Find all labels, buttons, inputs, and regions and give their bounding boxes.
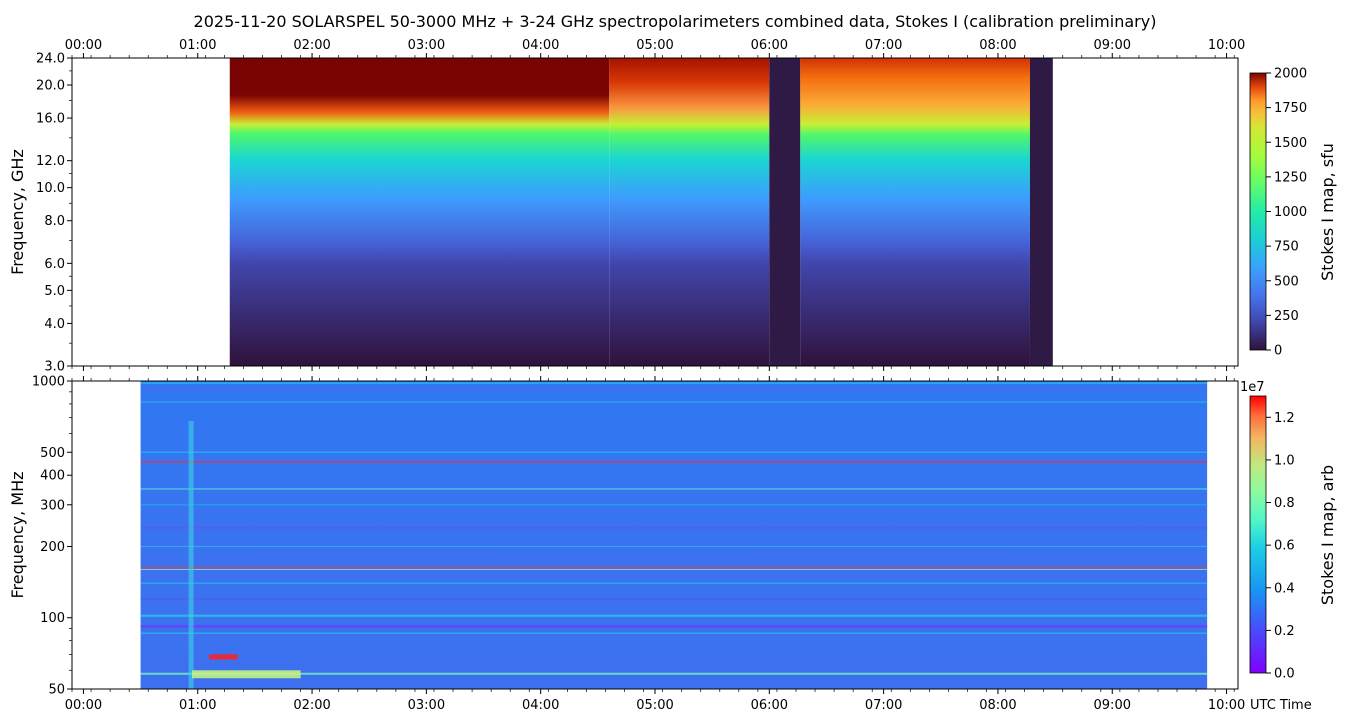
utc-time-label: UTC Time (1250, 698, 1312, 713)
spectral-band (140, 569, 1208, 570)
upper-data-segment-early (229, 58, 610, 366)
spectral-band (140, 461, 1208, 463)
lower-colorbar (1249, 395, 1267, 674)
spectral-band (140, 387, 1208, 389)
colorbar-tick-label: 750 (1274, 240, 1299, 255)
y-tick-label: 1000 (32, 375, 65, 390)
colorbar-tick-label: 1.2 (1274, 411, 1295, 426)
x-tick-label-top: 00:00 (65, 38, 102, 53)
burst-column (188, 421, 194, 689)
lower-heatmap (72, 381, 1238, 689)
colorbar-tick-label: 500 (1274, 274, 1299, 289)
upper-data-segment-late (800, 58, 1030, 366)
spectral-band (140, 488, 1208, 490)
lower-colorbar-ticks: 0.0 0.2 0.4 0.6 0.8 1.0 1.2 (1266, 411, 1295, 682)
upper-heatmap (72, 58, 1238, 366)
spectral-band (140, 632, 1208, 634)
spectral-band (140, 672, 1208, 675)
colorbar-tick-label: 0.2 (1274, 624, 1295, 639)
spectral-band (140, 504, 1208, 506)
y-tick-label: 3.0 (44, 360, 65, 375)
colorbar-tick-label: 0 (1274, 344, 1282, 359)
y-tick-label: 20.0 (36, 79, 65, 94)
y-tick-label: 5.0 (44, 284, 65, 299)
lower-colorbar-label: Stokes I map, arb (1318, 465, 1337, 605)
x-tick-label: 05:00 (636, 698, 673, 713)
upper-data-gap-2 (1029, 58, 1053, 366)
y-tick-label: 8.0 (44, 214, 65, 229)
spectral-band (140, 401, 1208, 403)
x-tick-label: 01:00 (179, 698, 216, 713)
colorbar-tick-label: 1750 (1274, 101, 1307, 116)
x-tick-label: 00:00 (65, 698, 102, 713)
lower-axes: 00:00 01:00 02:00 03:00 04:00 05:00 06:00 07:00… (32, 375, 1245, 714)
x-tick-label-top: 10:00 (1208, 38, 1245, 53)
x-tick-label-top: 08:00 (979, 38, 1016, 53)
upper-colorbar-label: Stokes I map, sfu (1318, 143, 1337, 281)
lower-spectral-bands (140, 382, 1208, 689)
spectral-band (140, 625, 1208, 628)
y-tick-label: 100 (40, 611, 65, 626)
colorbar-tick-label: 0.8 (1274, 496, 1295, 511)
y-tick-label: 16.0 (36, 112, 65, 127)
upper-data-gap-1 (769, 58, 801, 366)
x-tick-label: 08:00 (979, 698, 1016, 713)
x-tick-label: 07:00 (865, 698, 902, 713)
x-tick-label-top: 03:00 (408, 38, 445, 53)
colorbar-tick-label: 2000 (1274, 67, 1307, 82)
upper-data-segment-mid (609, 58, 770, 366)
upper-colorbar-ticks: 0 250 500 750 1000 1250 1500 1750 2000 (1266, 67, 1307, 359)
x-tick-label: 10:00 (1208, 698, 1245, 713)
y-tick-label: 10.0 (36, 181, 65, 196)
y-tick-label: 4.0 (44, 317, 65, 332)
x-tick-label-top: 05:00 (636, 38, 673, 53)
spectral-band (140, 526, 1208, 529)
x-tick-label: 06:00 (751, 698, 788, 713)
spectral-band (140, 382, 1208, 384)
x-tick-label-top: 06:00 (751, 38, 788, 53)
y-tick-label: 300 (40, 498, 65, 513)
x-tick-label-top: 02:00 (293, 38, 330, 53)
upper-axes: 00:00 01:00 02:00 03:00 04:00 05:00 06:00 07:00… (36, 38, 1245, 375)
colorbar-tick-label: 0.0 (1274, 667, 1295, 682)
x-tick-label-top: 07:00 (865, 38, 902, 53)
colorbar-tick-label: 1000 (1274, 205, 1307, 220)
y-tick-label: 24.0 (36, 52, 65, 67)
y-tick-label: 50 (48, 683, 65, 698)
y-tick-label: 500 (40, 446, 65, 461)
upper-y-axis-label: Frequency, GHz (8, 149, 27, 275)
colorbar-tick-label: 250 (1274, 309, 1299, 324)
y-tick-label: 200 (40, 540, 65, 555)
colorbar-tick-label: 1250 (1274, 170, 1307, 185)
burst-patch (192, 670, 301, 679)
spectral-band (140, 582, 1208, 584)
upper-colorbar (1249, 72, 1267, 351)
x-tick-label-top: 09:00 (1094, 38, 1131, 53)
x-tick-label: 02:00 (293, 698, 330, 713)
x-tick-label-top: 04:00 (522, 38, 559, 53)
colorbar-tick-label: 1.0 (1274, 453, 1295, 468)
colorbar-tick-label: 0.6 (1274, 539, 1295, 554)
x-tick-label: 03:00 (408, 698, 445, 713)
y-tick-label: 6.0 (44, 257, 65, 272)
lower-colorbar-offset: 1e7 (1240, 380, 1265, 395)
spectral-band (140, 565, 1208, 567)
lower-y-axis-label: Frequency, MHz (8, 471, 27, 598)
spectral-band (140, 451, 1208, 453)
y-tick-label: 400 (40, 469, 65, 484)
spectral-band (140, 598, 1208, 600)
spectral-band (140, 545, 1208, 548)
x-tick-label: 09:00 (1094, 698, 1131, 713)
figure-title: 2025-11-20 SOLARSPEL 50-3000 MHz + 3-24 … (194, 12, 1157, 31)
x-tick-label-top: 01:00 (179, 38, 216, 53)
spectral-band (140, 614, 1208, 617)
lower-data-region (140, 381, 1208, 689)
colorbar-tick-label: 0.4 (1274, 581, 1295, 596)
y-tick-label: 12.0 (36, 154, 65, 169)
colorbar-tick-label: 1500 (1274, 136, 1307, 151)
x-tick-label: 04:00 (522, 698, 559, 713)
burst-patch (209, 654, 238, 660)
